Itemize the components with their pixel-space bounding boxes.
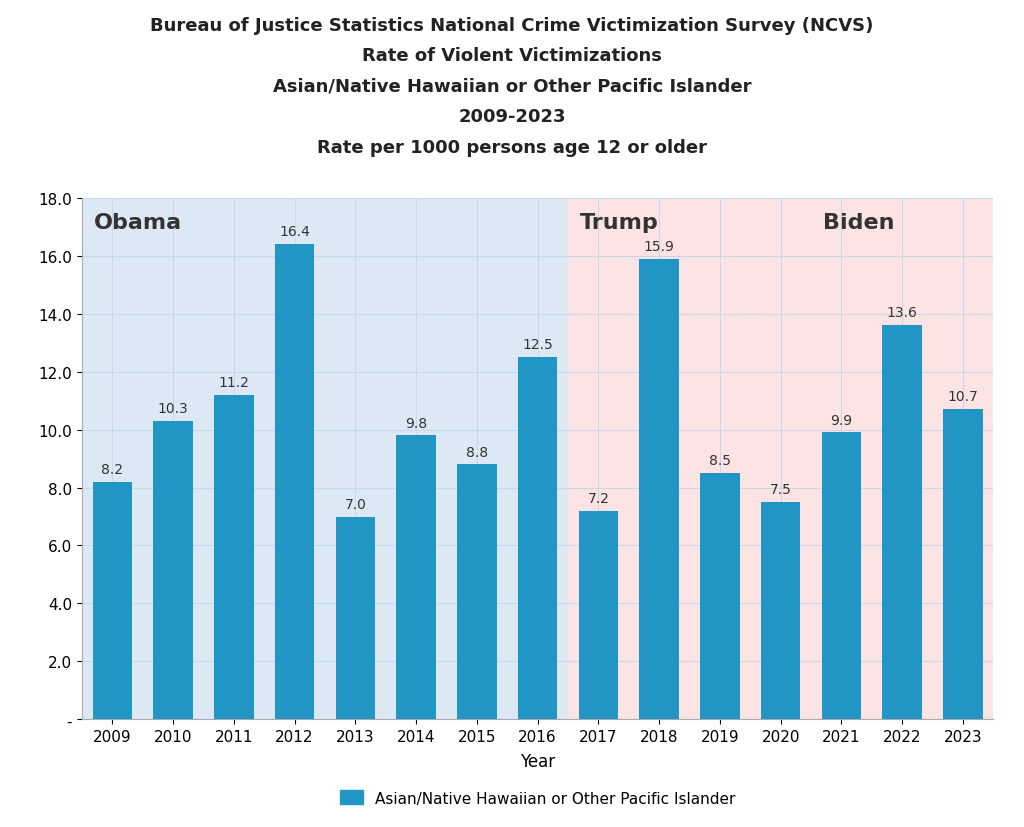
Text: Obama: Obama <box>94 213 182 233</box>
Text: 13.6: 13.6 <box>887 306 918 320</box>
Bar <box>92 482 132 719</box>
Text: Bureau of Justice Statistics National Crime Victimization Survey (NCVS)
Rate of : Bureau of Justice Statistics National Cr… <box>151 17 873 157</box>
Text: Trump: Trump <box>581 213 658 233</box>
Text: 9.9: 9.9 <box>830 414 852 427</box>
Text: 15.9: 15.9 <box>644 240 675 253</box>
Legend: Asian/Native Hawaiian or Other Pacific Islander: Asian/Native Hawaiian or Other Pacific I… <box>334 785 741 811</box>
Bar <box>761 502 801 719</box>
Text: 8.2: 8.2 <box>101 462 123 476</box>
Bar <box>883 326 922 719</box>
Bar <box>821 433 861 719</box>
Bar <box>82 198 568 719</box>
Bar <box>700 473 739 719</box>
Bar <box>568 198 811 719</box>
Bar <box>518 357 557 719</box>
Text: 16.4: 16.4 <box>280 225 310 239</box>
Text: 7.2: 7.2 <box>588 491 609 505</box>
Bar <box>396 436 436 719</box>
Bar <box>274 245 314 719</box>
Text: 8.8: 8.8 <box>466 445 487 459</box>
Bar <box>943 410 983 719</box>
Text: Biden: Biden <box>823 213 895 233</box>
Text: 8.5: 8.5 <box>709 454 731 468</box>
Text: 12.5: 12.5 <box>522 338 553 352</box>
Text: 10.3: 10.3 <box>158 402 188 415</box>
Text: 7.5: 7.5 <box>770 483 792 496</box>
Bar <box>639 259 679 719</box>
Bar <box>336 517 375 719</box>
Bar <box>457 465 497 719</box>
X-axis label: Year: Year <box>520 753 555 771</box>
Text: 9.8: 9.8 <box>406 416 427 430</box>
Text: 10.7: 10.7 <box>947 390 978 404</box>
Bar <box>579 511 618 719</box>
Text: 11.2: 11.2 <box>218 375 249 390</box>
Bar <box>214 395 254 719</box>
Text: 7.0: 7.0 <box>344 497 367 511</box>
Bar <box>154 422 193 719</box>
Bar <box>811 198 993 719</box>
